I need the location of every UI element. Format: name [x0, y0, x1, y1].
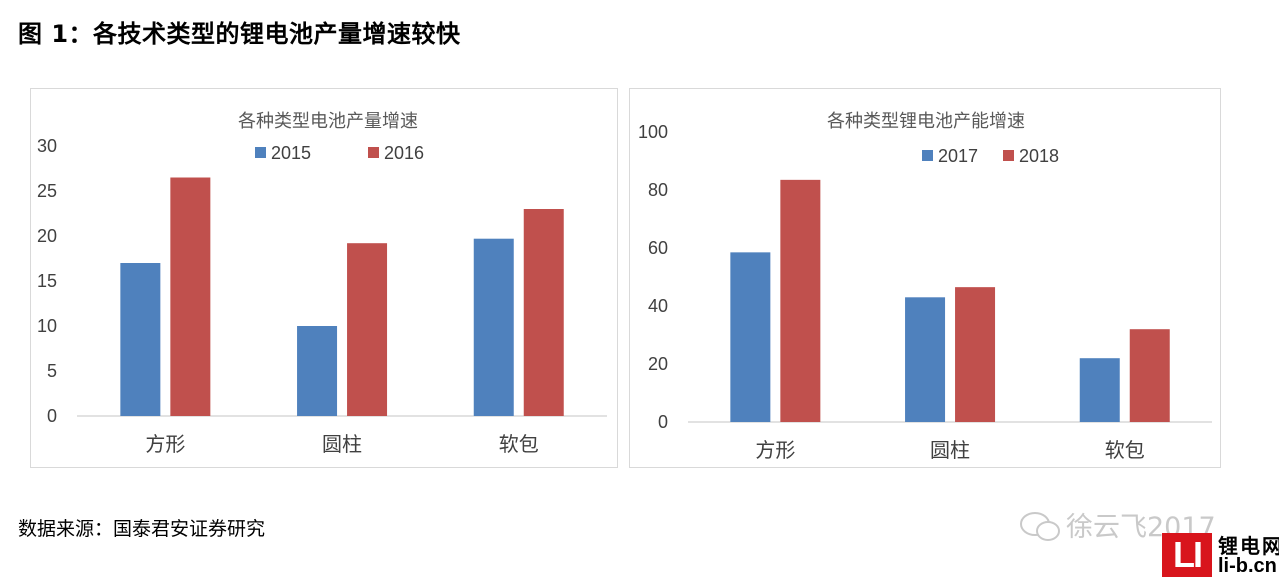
- libcn-logo-name: 锂电网: [1218, 534, 1279, 558]
- libcn-logo-url: li-b.cn: [1218, 555, 1277, 577]
- y-tick-label: 100: [638, 122, 668, 142]
- legend-swatch-2017: [922, 150, 933, 161]
- legend-label-2016: 2016: [384, 143, 424, 163]
- chart-panel-capacity: 各种类型锂电池产能增速 2017 2018 0 20 40 60 80 100 方形 圆柱 软包: [629, 88, 1221, 468]
- category-label: 圆柱: [930, 438, 970, 462]
- bar-2017-1: [905, 297, 946, 422]
- wechat-bubble-icon: [1020, 512, 1060, 541]
- y-tick-label: 80: [648, 180, 668, 200]
- data-source-note: 数据来源：国泰君安证券研究: [18, 518, 266, 540]
- category-label: 方形: [145, 432, 185, 456]
- category-label: 圆柱: [322, 432, 362, 456]
- y-tick-label: 0: [47, 406, 57, 426]
- legend-swatch-2015: [255, 147, 266, 158]
- legend-label-2018: 2018: [1019, 146, 1059, 166]
- y-tick-label: 60: [648, 238, 668, 258]
- chart-title: 各种类型电池产量增速: [238, 111, 418, 132]
- category-label: 方形: [755, 438, 795, 462]
- bar-2018-1: [955, 287, 996, 422]
- bar-2016-2: [523, 209, 564, 416]
- bar-2015-0: [120, 263, 161, 416]
- libcn-logo-mark: LI: [1162, 533, 1212, 577]
- capacity-growth-chart: 各种类型锂电池产能增速 2017 2018 0 20 40 60 80 100 方形 圆柱 软包: [638, 111, 1212, 462]
- y-tick-label: 20: [648, 354, 668, 374]
- legend-swatch-2018: [1003, 150, 1014, 161]
- y-tick-label: 15: [37, 271, 57, 291]
- bar-2017-2: [1079, 358, 1120, 422]
- legend-label-2017: 2017: [938, 146, 978, 166]
- bar-2017-0: [730, 252, 771, 422]
- figure-title: 图 1：各技术类型的锂电池产量增速较快: [18, 20, 461, 48]
- y-tick-label: 40: [648, 296, 668, 316]
- bar-2018-2: [1129, 329, 1170, 422]
- chart-title: 各种类型锂电池产能增速: [827, 111, 1025, 132]
- y-tick-label: 0: [658, 412, 668, 432]
- category-label: 软包: [499, 432, 539, 456]
- legend-swatch-2016: [368, 147, 379, 158]
- chart-panel-production: 各种类型电池产量增速 2015 2016 0 5 10 15 20 25 30 方形 圆柱 软包: [30, 88, 618, 468]
- bar-2018-0: [780, 179, 821, 422]
- category-label: 软包: [1105, 438, 1145, 462]
- y-tick-label: 25: [37, 181, 57, 201]
- bar-2015-2: [473, 238, 514, 416]
- bar-2016-0: [170, 177, 211, 416]
- legend-label-2015: 2015: [271, 143, 311, 163]
- y-tick-label: 10: [37, 316, 57, 336]
- bar-2016-1: [347, 243, 388, 416]
- bar-2015-1: [297, 326, 338, 416]
- y-tick-label: 20: [37, 226, 57, 246]
- y-tick-label: 30: [37, 136, 57, 156]
- production-growth-chart: 各种类型电池产量增速 2015 2016 0 5 10 15 20 25 30 方形 圆柱 软包: [37, 111, 607, 456]
- y-tick-label: 5: [47, 361, 57, 381]
